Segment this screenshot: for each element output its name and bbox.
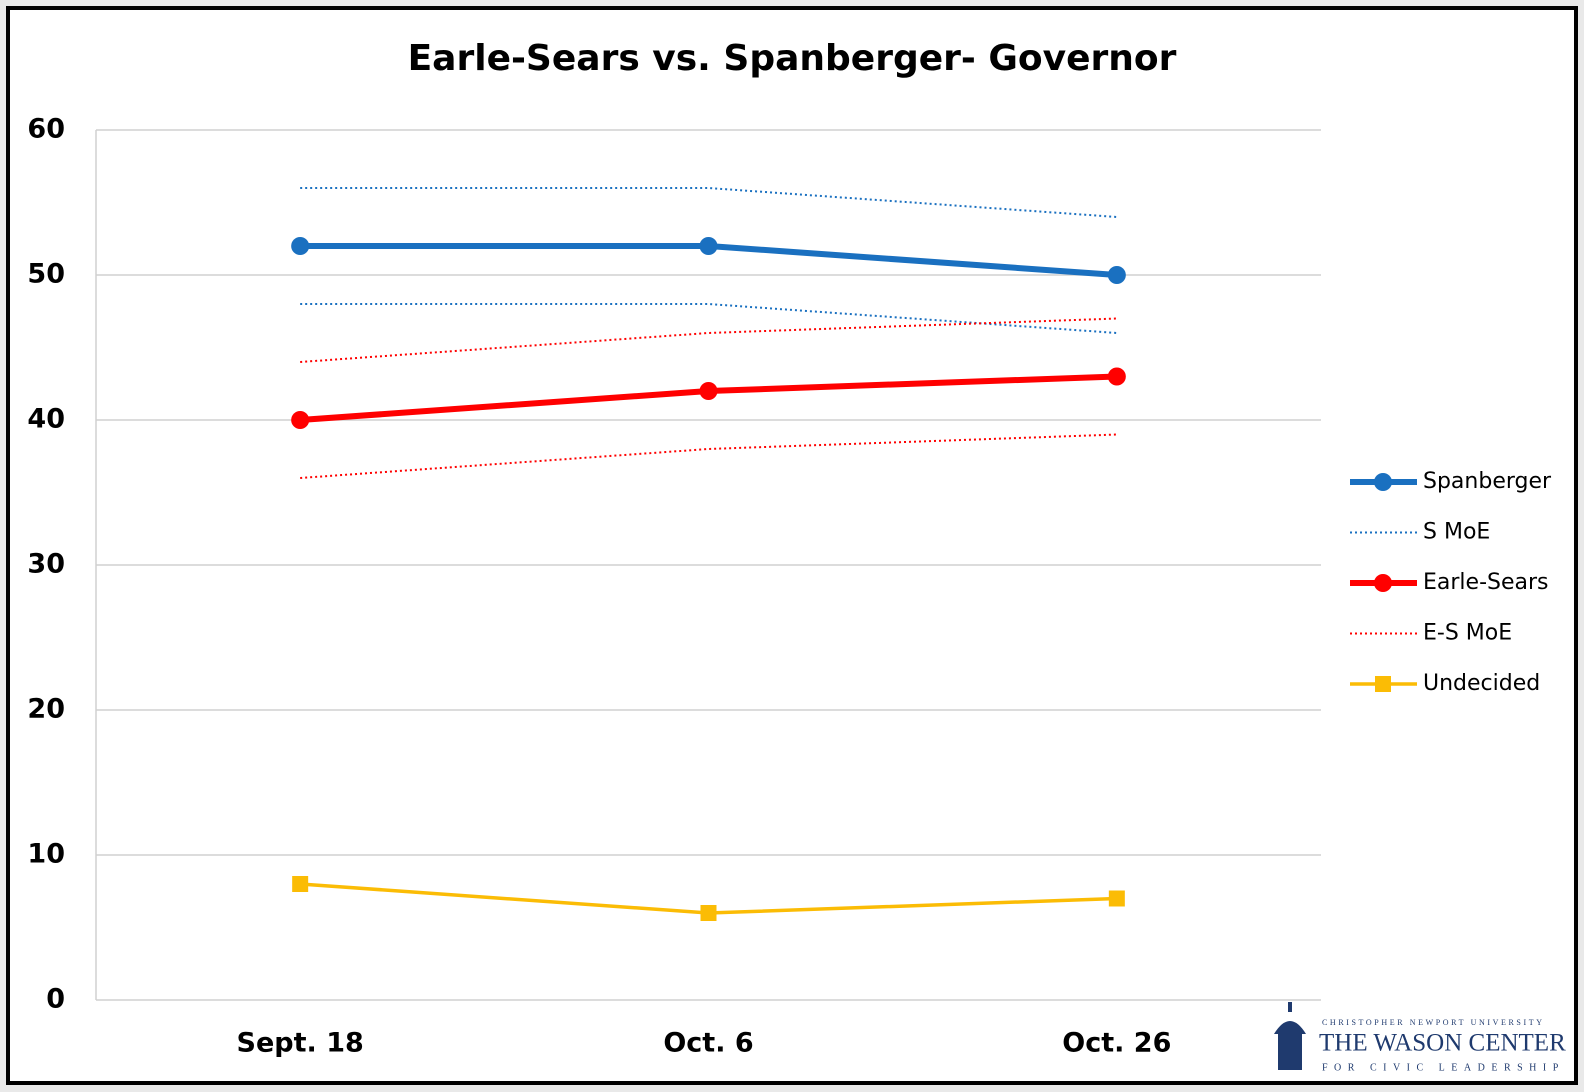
y-tick-label: 50	[27, 259, 65, 290]
y-tick-label: 30	[27, 549, 65, 580]
moe-line	[300, 187, 1117, 218]
moe-line	[300, 317, 1117, 363]
y-tick-label: 0	[46, 984, 65, 1015]
x-tick-label: Sept. 18	[237, 1028, 364, 1059]
moe-line	[300, 433, 1117, 479]
legend-label: Spanberger	[1423, 469, 1552, 494]
legend-marker	[1375, 676, 1391, 692]
marker	[291, 237, 310, 255]
y-tick-label: 60	[27, 114, 65, 145]
marker	[1107, 266, 1126, 284]
marker	[700, 905, 717, 921]
legend-marker	[1374, 473, 1392, 491]
legend-marker	[1374, 574, 1392, 592]
marker	[699, 382, 718, 400]
logo-name: THE WASON CENTER	[1319, 1030, 1566, 1057]
legend-label: E-S MoE	[1423, 621, 1512, 646]
logo-dome	[1274, 1021, 1306, 1034]
marker	[1107, 367, 1126, 386]
logo-university: CHRISTOPHER NEWPORT UNIVERSITY	[1322, 1018, 1545, 1027]
logo-spire	[1288, 1002, 1292, 1012]
marker	[699, 237, 718, 255]
y-tick-label: 10	[27, 839, 65, 870]
x-tick-label: Oct. 26	[1062, 1028, 1171, 1059]
legend-label: S MoE	[1423, 520, 1490, 545]
y-tick-label: 20	[27, 694, 65, 725]
y-tick-label: 40	[27, 404, 65, 435]
marker	[1108, 890, 1125, 907]
logo: CHRISTOPHER NEWPORT UNIVERSITY THE WASON…	[1274, 1002, 1566, 1073]
x-tick-label: Oct. 6	[663, 1028, 753, 1059]
logo-building	[1278, 1032, 1302, 1070]
logo-tagline: FOR CIVIC LEADERSHIP	[1322, 1062, 1565, 1073]
chart-title: Earle-Sears vs. Spanberger- Governor	[408, 38, 1177, 79]
chart-frame	[6, 6, 1578, 1085]
legend-label: Earle-Sears	[1423, 570, 1549, 595]
marker	[292, 876, 309, 892]
legend-label: Undecided	[1423, 671, 1540, 696]
marker	[291, 411, 310, 429]
